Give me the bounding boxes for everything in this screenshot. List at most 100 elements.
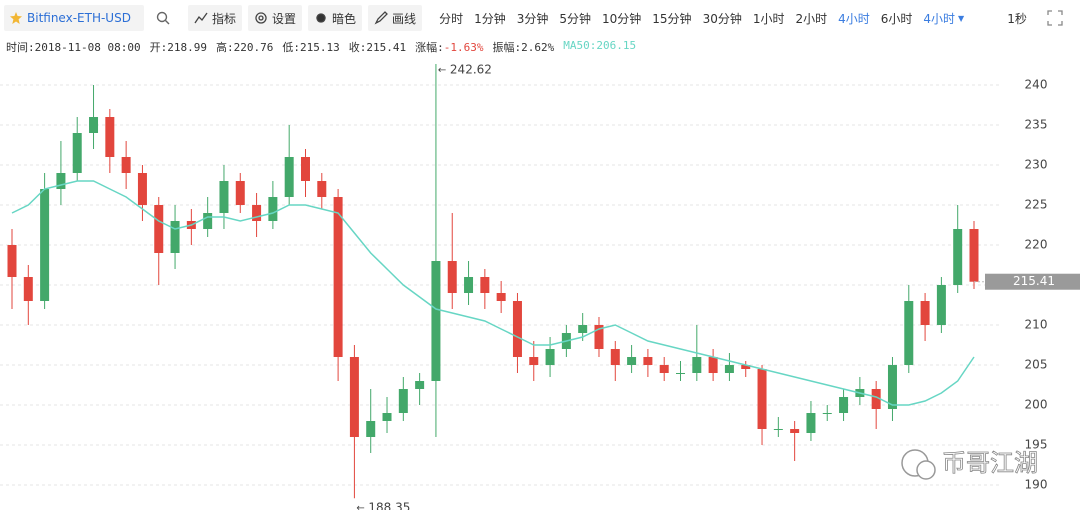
- candle-body: [252, 205, 262, 221]
- watermark: 币哥江湖: [901, 449, 1038, 480]
- toolbar: Bitfinex-ETH-USD 指标 设置 暗色 画线 分时 1分钟 3分钟 5分钟 10分…: [0, 0, 1080, 36]
- candle-body: [659, 365, 669, 373]
- last-price-label: 215.41: [1013, 274, 1055, 288]
- info-item: 振幅:2.62%: [492, 39, 554, 55]
- y-tick-label: 205: [1025, 358, 1048, 372]
- candle-body: [806, 413, 816, 433]
- candle-body: [839, 397, 849, 413]
- info-value: 215.41: [366, 41, 407, 54]
- candle-body: [382, 413, 392, 421]
- period-button[interactable]: 3分钟: [516, 11, 549, 26]
- candle-body: [822, 413, 832, 414]
- tool-button[interactable]: 画线: [368, 5, 423, 31]
- period-button[interactable]: 5分钟: [559, 11, 591, 26]
- candle-body: [366, 421, 376, 437]
- candle-body: [268, 197, 278, 221]
- candle-body: [676, 373, 686, 374]
- info-item: MA50:206.15: [563, 39, 636, 55]
- candle-body: [235, 181, 245, 205]
- y-tick-label: 195: [1025, 438, 1048, 452]
- candle-body: [398, 389, 408, 413]
- candle-body: [23, 277, 33, 301]
- tool-button[interactable]: 指标: [188, 5, 243, 31]
- y-tick-label: 240: [1025, 78, 1048, 92]
- y-tick-label: 235: [1025, 118, 1048, 132]
- info-value: -1.63%: [443, 41, 484, 54]
- tool-group: 指标 设置 暗色 画线: [188, 5, 428, 31]
- candle-body: [741, 365, 751, 369]
- info-item: 收:215.41: [349, 39, 406, 55]
- info-value: 206.15: [596, 39, 637, 52]
- candle-body: [643, 357, 653, 365]
- period-button[interactable]: 2小时: [795, 11, 828, 26]
- tool-button[interactable]: 暗色: [308, 5, 363, 31]
- search-icon[interactable]: [156, 11, 170, 25]
- last-price-box: [985, 273, 1080, 290]
- candle-body: [529, 357, 539, 365]
- candle-body: [594, 325, 604, 349]
- candle-body: [545, 349, 555, 365]
- candle-body: [578, 325, 588, 333]
- period-group: 分时 1分钟 3分钟 5分钟 10分钟 15分钟 30分钟 1小时 2小时 4小时 6小时: [434, 5, 918, 31]
- tool-label: 指标: [212, 11, 237, 26]
- period-button[interactable]: 分时: [439, 11, 464, 26]
- info-value: 220.76: [233, 41, 274, 54]
- candle-body: [284, 157, 294, 197]
- candle-body: [953, 229, 963, 285]
- candle-body: [610, 349, 620, 365]
- candle-body: [692, 357, 702, 373]
- candle-body: [219, 181, 229, 213]
- candle-body: [431, 261, 441, 381]
- candle-body: [904, 301, 914, 365]
- info-value: 218.99: [167, 41, 207, 54]
- candle-body: [790, 429, 800, 433]
- active-period: 4小时: [923, 11, 956, 26]
- info-item: 涨幅:-1.63%: [415, 39, 483, 55]
- info-value: 2018-11-08 08:00: [34, 41, 141, 54]
- tool-icon: [194, 12, 208, 24]
- info-item: 开:218.99: [150, 39, 207, 55]
- candle-body: [137, 173, 147, 205]
- info-label: 时间:: [6, 41, 35, 54]
- y-tick-label: 200: [1025, 398, 1048, 412]
- candle-body: [708, 357, 718, 373]
- candle-body: [72, 133, 82, 173]
- y-tick-label: 230: [1025, 158, 1048, 172]
- candle-body: [121, 157, 131, 173]
- period-button[interactable]: 6小时: [880, 11, 913, 26]
- tool-icon: [255, 12, 267, 24]
- tool-button[interactable]: 设置: [248, 5, 303, 31]
- candle-body: [773, 429, 783, 430]
- speed[interactable]: 1秒: [1007, 11, 1027, 26]
- period-dropdown[interactable]: 4小时 ▼: [923, 11, 965, 26]
- candle-body: [300, 157, 310, 181]
- period-button[interactable]: 10分钟: [602, 11, 642, 26]
- period-button[interactable]: 1分钟: [474, 11, 506, 26]
- candle-body: [105, 117, 115, 157]
- candle-body: [7, 245, 17, 277]
- y-tick-label: 190: [1025, 478, 1048, 492]
- period-button[interactable]: 15分钟: [652, 11, 692, 26]
- watermark-text: 币哥江湖: [942, 449, 1038, 477]
- candle-body: [317, 181, 327, 197]
- candle-body: [170, 221, 180, 253]
- symbol-selector[interactable]: Bitfinex-ETH-USD: [4, 5, 144, 31]
- info-value: 2.62%: [521, 41, 555, 54]
- period-button[interactable]: 1小时: [752, 11, 785, 26]
- ma-line: [11, 180, 975, 406]
- period-button[interactable]: 30分钟: [702, 11, 742, 26]
- candle-body: [464, 277, 474, 293]
- period-button[interactable]: 4小时: [838, 11, 870, 26]
- info-label: MA50:: [563, 39, 597, 52]
- candle-body: [415, 381, 425, 389]
- candle-body: [920, 301, 930, 325]
- candle-body: [627, 357, 637, 365]
- fullscreen-icon[interactable]: [1047, 10, 1063, 26]
- tool-label: 画线: [392, 11, 417, 26]
- candle-body: [757, 369, 767, 429]
- candle-body: [871, 389, 881, 409]
- candle-body: [936, 285, 946, 325]
- candle-body: [447, 261, 457, 293]
- info-item: 高:220.76: [216, 39, 273, 55]
- symbol: Bitfinex-ETH-USD: [27, 11, 131, 25]
